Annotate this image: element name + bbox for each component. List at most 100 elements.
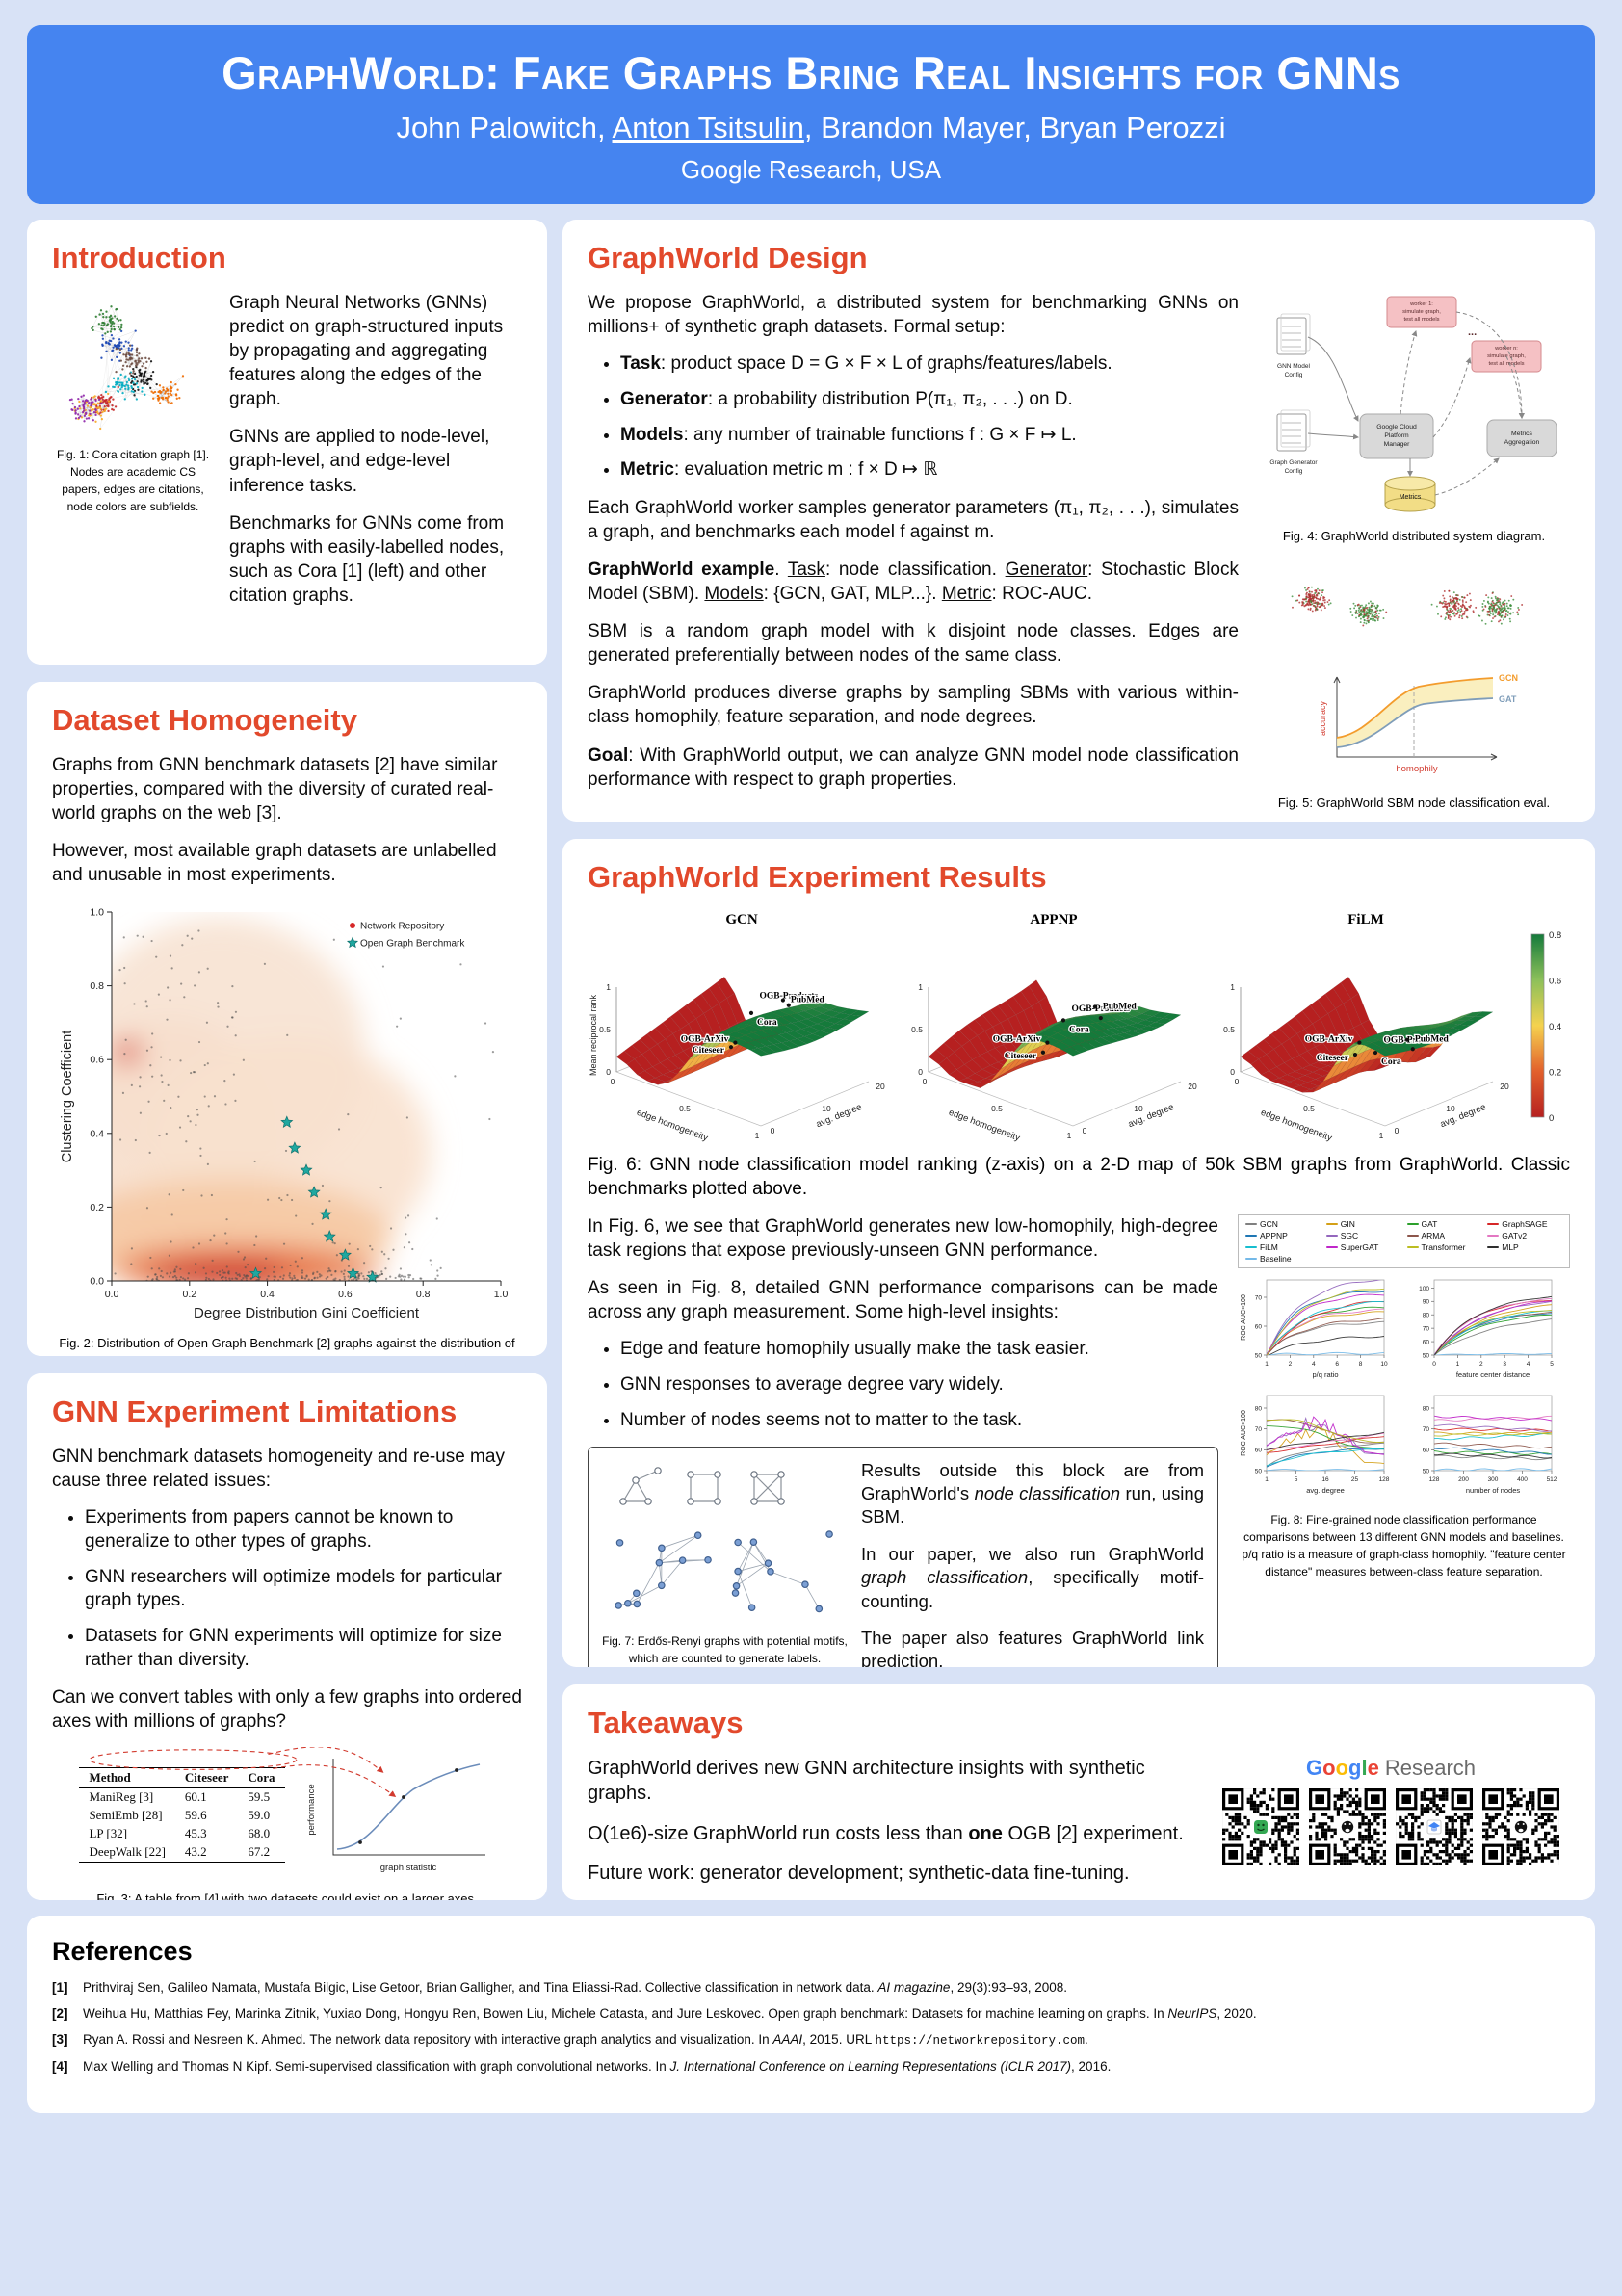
- table-cell: 59.6: [184, 1808, 207, 1823]
- svg-text:0: 0: [1235, 1077, 1240, 1086]
- results-bullet-1: Edge and feature homophily usually make …: [620, 1338, 1218, 1362]
- svg-text:80: 80: [1422, 1406, 1429, 1413]
- svg-text:0.5: 0.5: [599, 1025, 611, 1034]
- svg-text:20: 20: [876, 1082, 885, 1091]
- erdos-renyi-motifs-image: [615, 1466, 833, 1612]
- fig8-legend-item: SuperGAT: [1325, 1242, 1401, 1252]
- reference-2: [2] Weihua Hu, Matthias Fey, Marinka Zitn…: [52, 2006, 1257, 2021]
- svg-text:0.4: 0.4: [1549, 1022, 1561, 1032]
- reference-3: [3] Ryan A. Rossi and Nesreen K. Ahmed. T…: [52, 2032, 1088, 2048]
- svg-text:1: 1: [1230, 982, 1235, 992]
- svg-text:128: 128: [1428, 1476, 1439, 1483]
- section-dataset-homogeneity: Dataset Homogeneity Graphs from GNN benc…: [27, 682, 547, 1356]
- svg-text:1: 1: [1265, 1361, 1269, 1368]
- takeaways-text: GraphWorld derives new GNN architecture …: [588, 1756, 1189, 1900]
- fig7-paragraph-2: In our paper, we also run GraphWorld gra…: [861, 1543, 1204, 1611]
- table-cell: 60.1: [184, 1789, 207, 1805]
- svg-text:0.5: 0.5: [1223, 1025, 1235, 1034]
- legend-label: ARMA: [1421, 1231, 1446, 1241]
- authors-text-pre: John Palowitch,: [396, 111, 613, 144]
- svg-text:0: 0: [923, 1077, 928, 1086]
- svg-text:OGB-Products: OGB-Products: [1072, 1004, 1131, 1014]
- fig8-legend-item: ARMA: [1406, 1231, 1482, 1241]
- legend-swatch: [1325, 1234, 1338, 1238]
- table-cell: SemiEmb [28]: [89, 1808, 163, 1823]
- svg-text:edge homogeneity: edge homogeneity: [635, 1108, 709, 1144]
- table-row: LP [32] 45.3 68.0: [79, 1825, 284, 1843]
- svg-text:FiLM: FiLM: [1347, 912, 1384, 927]
- section-takeaways: Takeaways GraphWorld derives new GNN arc…: [562, 1684, 1595, 1900]
- fig5-caption: Fig. 5: GraphWorld SBM node classificati…: [1277, 795, 1551, 810]
- limitations-bullet-1: Experiments from papers cannot be known …: [85, 1506, 522, 1553]
- fig2-scatter-figure: 0.0 0.2 0.4 0.6 0.8 1.0 0.0 0.2 0.4 0.6 0.8 1.0 Degr…: [52, 900, 522, 1356]
- svg-text:GAT: GAT: [1499, 694, 1517, 704]
- fig8-legend-item: FiLM: [1245, 1242, 1321, 1252]
- legend-label: SGC: [1340, 1231, 1359, 1241]
- svg-text:0.8: 0.8: [1549, 930, 1561, 941]
- results-text: In Fig. 6, we see that GraphWorld genera…: [588, 1214, 1218, 1667]
- bullet-lead: Models: [620, 424, 684, 445]
- svg-text:10: 10: [1446, 1104, 1455, 1113]
- svg-text:Metrics: Metrics: [1400, 494, 1422, 501]
- design-heading: GraphWorld Design: [588, 241, 868, 274]
- bullet-rest: : any number of trainable functions f : …: [683, 424, 1077, 445]
- fig6-surface-plots: GCN 0 0.5 1 0 0.5 1 0 10 20 edge homogeneity avg. d…: [588, 910, 1570, 1151]
- results-bullet-3: Number of nodes seems not to matter to t…: [620, 1409, 1218, 1433]
- svg-text:GCN: GCN: [725, 912, 758, 927]
- fig8-legend-item: GCN: [1245, 1219, 1321, 1229]
- section-experiment-results: GraphWorld Experiment Results GCN 0 0.5 1 0 0…: [562, 839, 1595, 1667]
- svg-text:Mean reciprocal rank: Mean reciprocal rank: [589, 994, 598, 1076]
- design-figures: GNN Model Config Graph Generator Config Goog…: [1258, 291, 1570, 812]
- intro-paragraph-1: Graph Neural Networks (GNNs) predict on …: [229, 293, 504, 410]
- right-column: GraphWorld Design We propose GraphWorld,…: [562, 220, 1595, 1900]
- svg-text:PubMed: PubMed: [791, 996, 825, 1005]
- svg-text:worker n:: worker n:: [1494, 346, 1518, 352]
- table-cell: 59.0: [248, 1808, 271, 1823]
- section-introduction: Introduction Fig. 1: Cora citation graph…: [27, 220, 547, 665]
- qr-code-icon: [1222, 1788, 1299, 1866]
- svg-text:1: 1: [1067, 1131, 1072, 1140]
- svg-text:1: 1: [1455, 1361, 1459, 1368]
- colorbar: 0.8 0.6 0.4 0.2 0: [1530, 930, 1561, 1124]
- design-bullet-list: Task: product space D = G × F × L of gra…: [588, 352, 1239, 483]
- bullet-lead: Metric: [620, 459, 674, 481]
- legend-label: FiLM: [1260, 1242, 1278, 1253]
- legend-swatch: [1406, 1222, 1419, 1226]
- results-bullet-list: Edge and feature homophily usually make …: [588, 1338, 1218, 1432]
- limitations-paragraph-2: Can we convert tables with only a few gr…: [52, 1687, 522, 1733]
- svg-text:200: 200: [1458, 1476, 1469, 1483]
- svg-text:1: 1: [606, 982, 611, 992]
- svg-text:Metrics: Metrics: [1511, 430, 1533, 437]
- design-example-paragraph: GraphWorld example. Task: node classific…: [588, 560, 1239, 605]
- svg-text:accuracy: accuracy: [1318, 700, 1327, 736]
- fig8-legend-item: GIN: [1325, 1219, 1401, 1230]
- svg-text:1: 1: [918, 982, 923, 992]
- svg-text:Google Cloud: Google Cloud: [1376, 424, 1417, 430]
- intro-paragraph-3: Benchmarks for GNNs come from graphs wit…: [229, 512, 505, 606]
- svg-text:0: 0: [1083, 1126, 1087, 1135]
- bold-one: one: [968, 1822, 1003, 1844]
- svg-text:...: ...: [1468, 326, 1477, 338]
- fig6-caption: Fig. 6: GNN node classification model ra…: [588, 1155, 1570, 1200]
- svg-text:60: 60: [1422, 1448, 1429, 1454]
- svg-text:test all models: test all models: [1488, 361, 1524, 367]
- svg-text:0: 0: [1432, 1361, 1436, 1368]
- svg-text:Degree Distribution Gini Coeff: Degree Distribution Gini Coefficient: [194, 1305, 420, 1321]
- legend-label: GIN: [1340, 1219, 1355, 1230]
- legend-label: Baseline: [1260, 1254, 1292, 1265]
- svg-text:Cora: Cora: [1069, 1025, 1089, 1034]
- svg-text:4: 4: [1312, 1361, 1316, 1368]
- svg-text:homophily: homophily: [1396, 764, 1438, 774]
- goal-rest: : With GraphWorld output, we can analyze…: [588, 744, 1239, 790]
- svg-text:feature center distance: feature center distance: [1455, 1370, 1529, 1379]
- reference-url[interactable]: https://networkrepository.com: [875, 2034, 1085, 2048]
- legend-swatch: [1325, 1245, 1338, 1249]
- author-anton-tsitsulin: Anton Tsitsulin: [612, 111, 804, 144]
- ogb-vs-network-repository-scatter: 0.0 0.2 0.4 0.6 0.8 1.0 0.0 0.2 0.4 0.6 0.8 1.0 Degr…: [60, 907, 508, 1322]
- fig7-paragraph-1: Results outside this block are from Grap…: [861, 1459, 1204, 1527]
- intro-paragraph-2: GNNs are applied to node-level, graph-le…: [229, 427, 490, 496]
- svg-text:OGB-ArXiv: OGB-ArXiv: [993, 1035, 1041, 1045]
- fig3-miniplot: performance graph statistic: [306, 1759, 485, 1873]
